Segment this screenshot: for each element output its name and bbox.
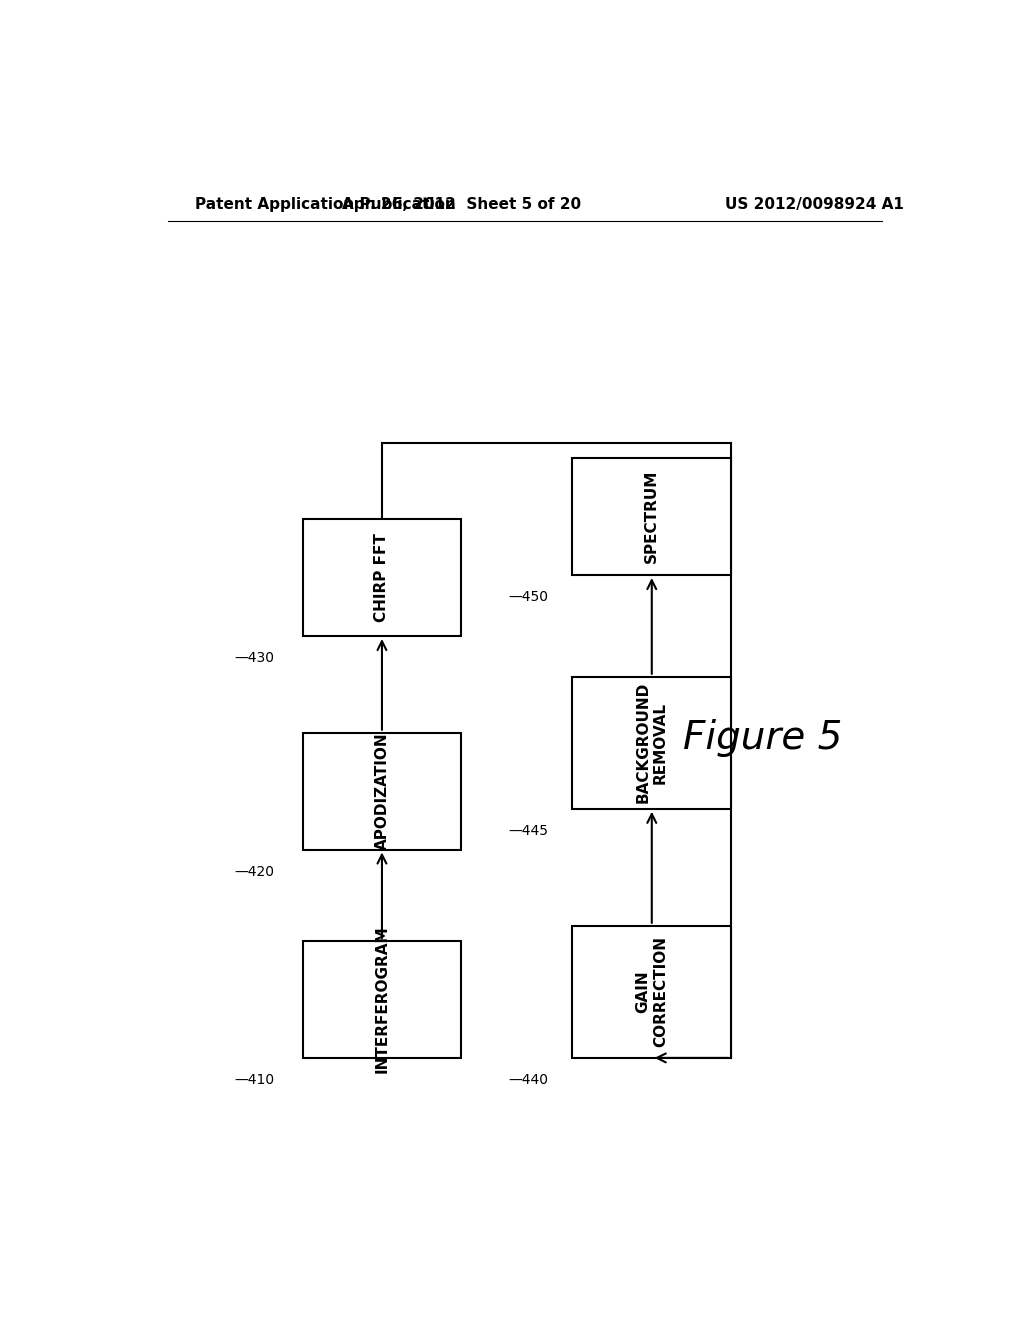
Text: —430: —430 (234, 651, 274, 665)
Bar (572, 925, 731, 1057)
Text: Patent Application Publication: Patent Application Publication (196, 197, 457, 211)
Text: —420: —420 (234, 865, 274, 879)
Bar (572, 458, 731, 576)
Text: —450: —450 (509, 590, 549, 605)
Text: INTERFEROGRAM: INTERFEROGRAM (375, 925, 389, 1073)
Text: BACKGROUND
REMOVAL: BACKGROUND REMOVAL (636, 682, 668, 804)
Text: —410: —410 (234, 1073, 274, 1088)
Text: —440: —440 (509, 1073, 549, 1088)
Text: APODIZATION: APODIZATION (375, 733, 389, 850)
Bar (303, 941, 461, 1057)
Bar (572, 677, 731, 809)
Text: GAIN
CORRECTION: GAIN CORRECTION (636, 936, 668, 1047)
Bar (303, 519, 461, 636)
Text: Apr. 26, 2012  Sheet 5 of 20: Apr. 26, 2012 Sheet 5 of 20 (342, 197, 581, 211)
Text: —445: —445 (509, 824, 549, 838)
Text: CHIRP FFT: CHIRP FFT (375, 533, 389, 622)
Text: US 2012/0098924 A1: US 2012/0098924 A1 (725, 197, 904, 211)
Bar (303, 733, 461, 850)
Text: SPECTRUM: SPECTRUM (644, 470, 659, 564)
Text: Figure 5: Figure 5 (683, 719, 843, 756)
